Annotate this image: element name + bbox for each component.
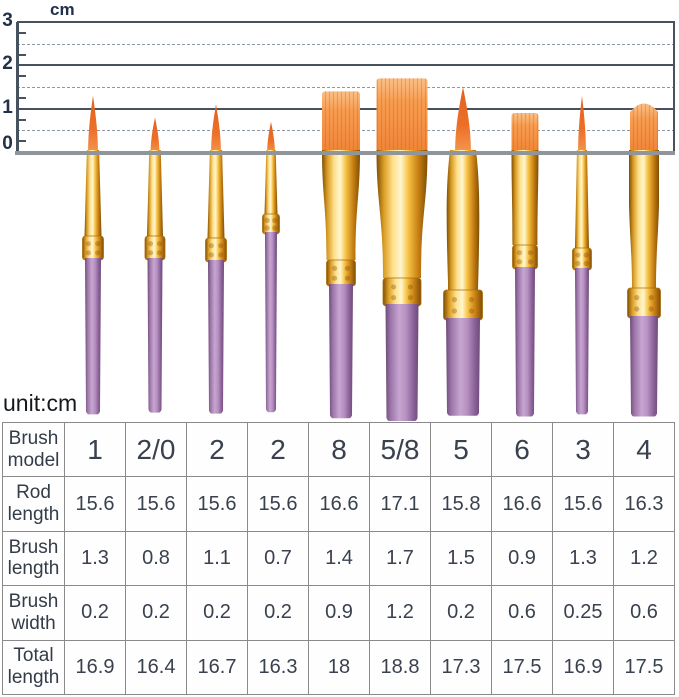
table-cell: 2/0 <box>125 421 187 478</box>
table-cell: 18 <box>308 639 370 696</box>
table-cell: 17.5 <box>491 639 553 696</box>
table-cell: 1.4 <box>308 530 370 587</box>
table-row: Brush model 1 2/0 2 2 8 5/8 5 6 3 4 <box>2 421 675 478</box>
table-cell: 16.6 <box>308 476 370 532</box>
brush-illustration-2 <box>205 104 227 414</box>
table-cell: 15.6 <box>552 476 614 532</box>
table-cell: 15.6 <box>125 476 187 532</box>
table-cell: 8 <box>308 421 370 478</box>
ruler-tick-label: 3 <box>2 10 13 32</box>
ruler-quarter-tick <box>18 96 26 99</box>
table-cell: 0.8 <box>125 530 187 587</box>
brush-illustration-8 <box>322 91 360 419</box>
table-row: Rod length 15.6 15.6 15.6 15.6 16.6 17.1 15.8 16… <box>2 476 675 532</box>
table-cell: 16.9 <box>552 639 614 696</box>
ruler-dashed-line <box>17 87 675 89</box>
table-cell: 1 <box>64 421 126 478</box>
table-cell: 0.6 <box>613 585 675 641</box>
table-cell: 1.2 <box>613 530 675 587</box>
table-cell: 1.5 <box>430 530 492 587</box>
brush-illustration-5/8 <box>376 78 428 421</box>
table-cell: 18.8 <box>369 639 431 696</box>
table-cell: 15.6 <box>186 476 248 532</box>
table-cell: 15.6 <box>64 476 126 532</box>
brushes-illustration <box>82 78 661 421</box>
table-cell: 17.5 <box>613 639 675 696</box>
table-cell: 1.3 <box>64 530 126 587</box>
table-cell: 0.9 <box>491 530 553 587</box>
ruler-unit-label: cm <box>50 0 75 19</box>
table-cell: 16.4 <box>125 639 187 696</box>
table-cell: 3 <box>552 421 614 478</box>
table-cell: 6 <box>491 421 553 478</box>
ruler-right-axis <box>673 22 675 154</box>
brush-illustration-5 <box>443 87 483 416</box>
table-cell: 16.6 <box>491 476 553 532</box>
ruler-quarter-tick <box>18 118 26 121</box>
table-cell: 0.2 <box>125 585 187 641</box>
table-cell: 0.25 <box>552 585 614 641</box>
table-cell: 16.9 <box>64 639 126 696</box>
brush-illustration-3 <box>572 95 592 415</box>
size-table: Brush model 1 2/0 2 2 8 5/8 5 6 3 4 Rod length 15.6 1… <box>2 421 675 696</box>
table-cell: 0.2 <box>64 585 126 641</box>
ruler-tick-label: 0 <box>2 133 13 154</box>
unit-note: unit:cm <box>3 390 78 416</box>
table-row: Brush width 0.2 0.2 0.2 0.2 0.9 1.2 0.2 0.6 0.25 0… <box>2 585 675 641</box>
table-cell: 0.7 <box>247 530 309 587</box>
table-cell: 15.8 <box>430 476 492 532</box>
table-cell: 0.2 <box>430 585 492 641</box>
row-header-total-length: Total length <box>2 639 65 696</box>
table-cell: 1.3 <box>552 530 614 587</box>
table-cell: 0.6 <box>491 585 553 641</box>
table-cell: 1.7 <box>369 530 431 587</box>
table-row: Total length 16.9 16.4 16.7 16.3 18 18.8 17.3 17… <box>2 639 675 696</box>
row-header-brush-length: Brush length <box>2 530 65 587</box>
row-header-brush-width: Brush width <box>2 585 65 641</box>
ruler-line-3cm <box>17 21 675 24</box>
table-cell: 2 <box>247 421 309 478</box>
ruler-line-2cm <box>17 64 675 67</box>
brush-illustration-2 <box>262 121 280 413</box>
table-cell: 17.3 <box>430 639 492 696</box>
ruler-quarter-tick <box>18 53 26 56</box>
ruler-quarter-tick <box>18 140 26 143</box>
row-header-rod-length: Rod length <box>2 476 65 532</box>
table-cell: 1.2 <box>369 585 431 641</box>
ruler-tick-label: 1 <box>2 96 13 118</box>
brush-illustration-2/0 <box>144 117 166 413</box>
table-cell: 5 <box>430 421 492 478</box>
table-cell: 16.3 <box>613 476 675 532</box>
brush-illustration-4 <box>627 103 661 417</box>
table-cell: 5/8 <box>369 421 431 478</box>
table-cell: 4 <box>613 421 675 478</box>
ruler-baseline <box>15 151 675 155</box>
table-cell: 1.1 <box>186 530 248 587</box>
table-cell: 16.7 <box>186 639 248 696</box>
table-cell: 0.2 <box>247 585 309 641</box>
brush-illustration-6 <box>511 113 539 417</box>
table-cell: 16.3 <box>247 639 309 696</box>
table-cell: 2 <box>186 421 248 478</box>
ruler-quarter-tick <box>18 31 26 34</box>
table-cell: 17.1 <box>369 476 431 532</box>
table-row: Brush length 1.3 0.8 1.1 0.7 1.4 1.7 1.5 0.9 1.3 1… <box>2 530 675 587</box>
row-header-brush-model: Brush model <box>2 421 65 478</box>
ruler-dashed-line <box>17 43 675 45</box>
table-cell: 0.2 <box>186 585 248 641</box>
ruler-left-axis <box>16 22 19 154</box>
table-cell: 0.9 <box>308 585 370 641</box>
brush-illustration-1 <box>82 95 104 415</box>
ruler-tick-label: 2 <box>2 53 13 75</box>
table-cell: 15.6 <box>247 476 309 532</box>
ruler-quarter-tick <box>18 75 26 78</box>
